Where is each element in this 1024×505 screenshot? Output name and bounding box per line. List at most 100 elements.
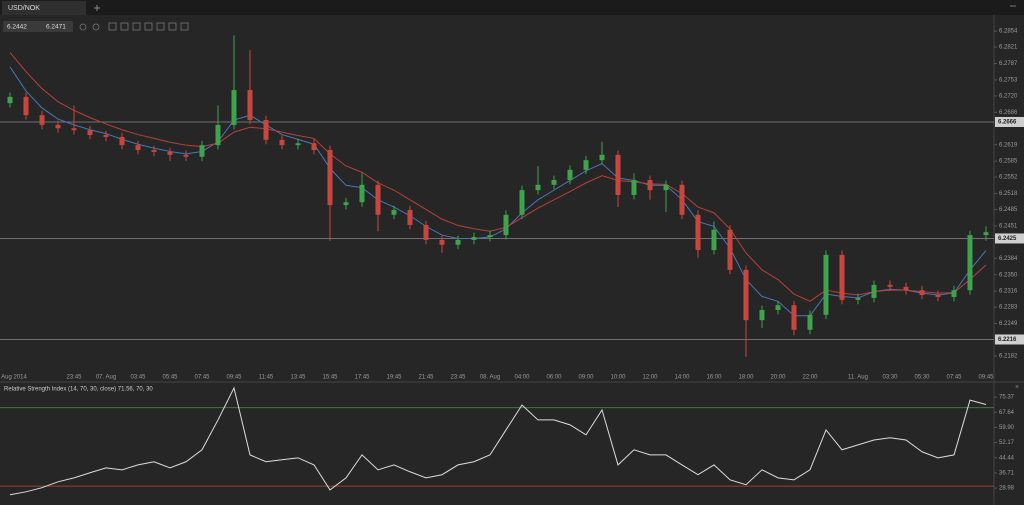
candle-body <box>423 224 429 240</box>
x-tick-label: 07:45 <box>194 375 210 381</box>
candle-body <box>199 145 205 157</box>
y-tick-label: 36.71 <box>999 471 1015 477</box>
add-tab-button[interactable] <box>94 5 100 11</box>
candle-body <box>311 143 317 151</box>
candle-body <box>279 139 285 146</box>
y-tick-label: 6.2451 <box>999 223 1018 229</box>
candle-body <box>903 286 909 291</box>
candle-body <box>503 214 509 236</box>
candle-body <box>615 154 621 195</box>
close-panel[interactable]: × <box>1015 384 1019 391</box>
zoom-out[interactable] <box>92 23 100 31</box>
candle-body <box>359 184 365 203</box>
candle-body <box>647 179 653 191</box>
price-box <box>3 21 73 32</box>
x-tick-label: 09:00 <box>578 375 594 381</box>
level-label-box <box>995 334 1024 345</box>
x-tick-label: 05:45 <box>162 375 178 381</box>
y-tick-label: 59.90 <box>999 425 1015 431</box>
ask-price[interactable]: 6.2471 <box>46 24 66 31</box>
candle-body <box>391 209 397 215</box>
x-tick-label: 11. Aug <box>848 375 868 381</box>
y-tick-label: 6.2854 <box>999 29 1018 35</box>
x-tick-label: 16:00 <box>706 375 722 381</box>
tab-label[interactable]: USD/NOK <box>8 5 40 12</box>
candle-body <box>231 90 237 125</box>
x-tick-label: 11:45 <box>259 375 274 381</box>
y-tick-label: 6.2384 <box>999 256 1018 262</box>
tool[interactable] <box>180 22 189 31</box>
y-tick-label: 6.2182 <box>999 353 1018 359</box>
y-tick-label: 6.2787 <box>999 61 1018 67</box>
candle-body <box>327 150 333 206</box>
x-tick-label: 06 Aug 2014 <box>0 375 28 381</box>
candle-body <box>631 179 637 195</box>
y-tick-label: 6.2552 <box>999 175 1018 181</box>
y-tick-label: 6.2585 <box>999 159 1018 165</box>
y-tick-label: 75.37 <box>999 395 1015 401</box>
y-tick-label: 6.2619 <box>999 142 1018 148</box>
x-tick-label: 22:00 <box>802 375 818 381</box>
candle-body <box>519 190 525 215</box>
bid-price[interactable]: 6.2442 <box>7 24 27 31</box>
x-tick-label: 23:45 <box>66 375 82 381</box>
candle-body <box>119 136 125 146</box>
tool[interactable] <box>168 22 177 31</box>
y-tick-label: 6.2350 <box>999 272 1018 278</box>
candle-body <box>295 143 301 146</box>
candle-body <box>711 229 717 251</box>
x-tick-label: 03:30 <box>882 375 898 381</box>
candle-body <box>983 232 989 236</box>
x-tick-label: 14:00 <box>674 375 690 381</box>
tool[interactable] <box>108 22 117 31</box>
level-label: 6.2666 <box>998 120 1017 126</box>
candle-body <box>567 169 573 180</box>
zoom-in[interactable] <box>79 23 87 31</box>
y-tick-label: 6.2720 <box>999 93 1018 99</box>
candle-body <box>215 124 221 146</box>
candle-body <box>823 254 829 315</box>
candle-body <box>535 184 541 191</box>
candle-body <box>967 235 973 291</box>
x-tick-label: 17:45 <box>354 375 370 381</box>
x-tick-label: 09:45 <box>226 375 242 381</box>
candle-body <box>39 115 45 125</box>
tool[interactable] <box>120 22 129 31</box>
x-tick-label: 09:45 <box>978 375 994 381</box>
x-tick-label: 20:00 <box>770 375 786 381</box>
candle-body <box>855 297 861 300</box>
candle-body <box>775 305 781 310</box>
y-tick-label: 6.2316 <box>999 289 1018 295</box>
x-tick-label: 18:00 <box>738 375 754 381</box>
candle-body <box>599 154 605 161</box>
candle-body <box>151 150 157 152</box>
candle-body <box>839 254 845 300</box>
y-tick-label: 6.2686 <box>999 110 1018 116</box>
rsi-line <box>9 386 987 496</box>
candle-body <box>887 284 893 287</box>
tool[interactable] <box>132 22 141 31</box>
tool[interactable] <box>144 22 153 31</box>
y-tick-label: 44.44 <box>999 455 1015 461</box>
tool[interactable] <box>156 22 165 31</box>
y-tick-label: 6.2249 <box>999 321 1018 327</box>
candle-body <box>551 179 557 185</box>
candle-body <box>23 96 29 116</box>
x-tick-label: 04:00 <box>514 375 530 381</box>
candle-body <box>471 237 477 240</box>
x-tick-label: 21:45 <box>418 375 434 381</box>
candle-body <box>727 229 733 270</box>
y-tick-label: 52.17 <box>999 440 1015 446</box>
candle-body <box>935 295 941 297</box>
x-tick-label: 07:45 <box>946 375 962 381</box>
tab[interactable] <box>2 1 86 15</box>
x-tick-label: 15:45 <box>322 375 338 381</box>
x-tick-label: 10:00 <box>610 375 626 381</box>
y-tick-label: 6.2821 <box>999 45 1018 51</box>
candle-body <box>487 235 493 238</box>
candle-body <box>663 184 669 191</box>
candle-body <box>87 130 93 136</box>
candle-body <box>455 239 461 245</box>
candle-body <box>71 128 77 131</box>
